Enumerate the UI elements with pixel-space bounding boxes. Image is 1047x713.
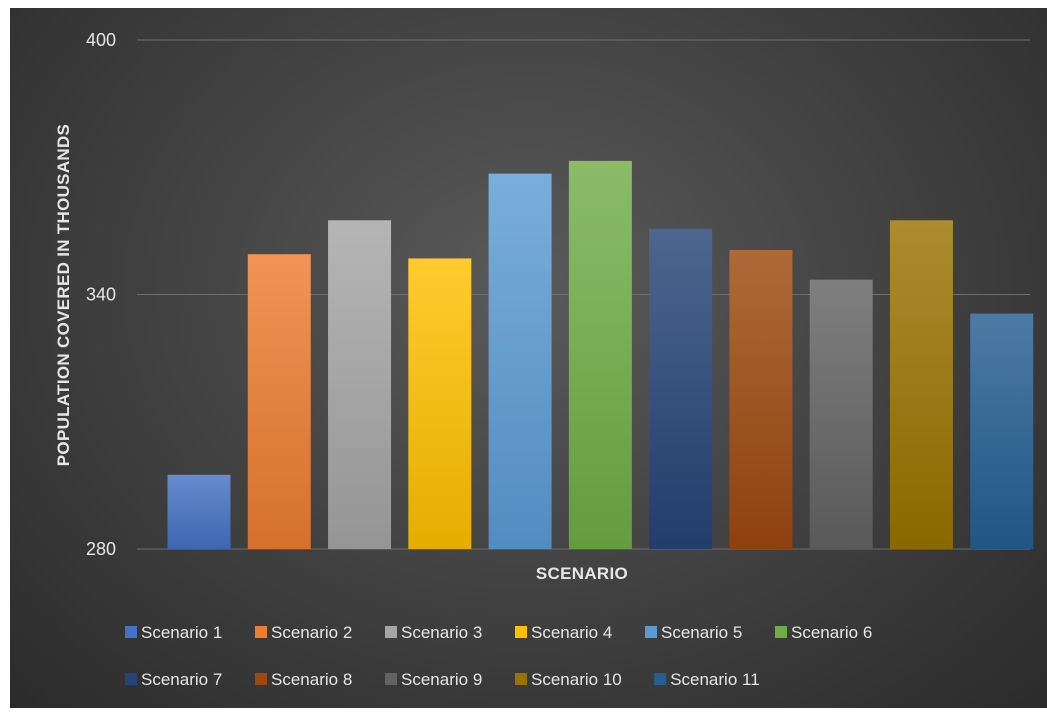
legend-item-scenario-2: Scenario 2	[255, 623, 352, 642]
legend-swatch	[125, 673, 137, 685]
y-tick-label: 340	[86, 285, 116, 305]
y-tick-label: 400	[86, 30, 116, 50]
legend-item-scenario-4: Scenario 4	[515, 623, 612, 642]
bar-scenario-3	[328, 220, 392, 550]
legend-swatch	[515, 626, 527, 638]
legend-label: Scenario 7	[141, 670, 222, 689]
legend-label: Scenario 11	[670, 670, 759, 689]
bar-scenario-2	[247, 254, 311, 549]
legend-item-scenario-5: Scenario 5	[645, 623, 742, 642]
legend-label: Scenario 5	[661, 623, 742, 642]
legend-swatch	[385, 626, 397, 638]
legend-swatch	[775, 626, 787, 638]
legend-label: Scenario 3	[401, 623, 482, 642]
legend-label: Scenario 9	[401, 670, 482, 689]
legend-item-scenario-8: Scenario 8	[255, 670, 352, 689]
y-axis-title: POPULATION COVERED IN THOUSANDS	[54, 124, 73, 466]
legend-label: Scenario 4	[531, 623, 612, 642]
bar-scenario-1	[167, 474, 231, 549]
legend-label: Scenario 10	[531, 670, 622, 689]
bar-scenario-8	[729, 249, 793, 549]
legend-item-scenario-9: Scenario 9	[385, 670, 482, 689]
legend-swatch	[645, 626, 657, 638]
bar-scenario-9	[809, 279, 873, 549]
bar-scenario-4	[408, 258, 472, 549]
legend-label: Scenario 1	[141, 623, 222, 642]
y-tick-label: 280	[86, 539, 116, 559]
bars	[167, 160, 1034, 550]
bar-scenario-5	[488, 173, 552, 550]
legend-swatch	[654, 673, 667, 685]
y-axis-ticks: 280 340 400	[86, 30, 116, 559]
legend-label: Scenario 8	[271, 670, 352, 689]
bar-scenario-11	[970, 313, 1034, 549]
legend-item-scenario-6: Scenario 6	[775, 623, 872, 642]
legend-item-scenario-11: Scenario 11	[654, 670, 760, 689]
bar-scenario-10	[889, 220, 953, 550]
legend-swatch	[255, 673, 267, 685]
legend-item-scenario-7: Scenario 7	[125, 670, 222, 689]
legend-item-scenario-3: Scenario 3	[385, 623, 482, 642]
legend-swatch	[125, 626, 137, 638]
legend-swatch	[385, 673, 397, 685]
legend-label: Scenario 2	[271, 623, 352, 642]
bar-scenario-7	[649, 228, 713, 550]
x-axis-title: SCENARIO	[536, 564, 628, 583]
bar-scenario-6	[568, 160, 632, 549]
legend-item-scenario-1: Scenario 1	[125, 623, 222, 642]
legend-swatch	[255, 626, 267, 638]
legend-swatch	[515, 673, 527, 685]
legend: Scenario 1 Scenario 2 Scenario 3 Scenario 4…	[125, 623, 872, 689]
legend-label: Scenario 6	[791, 623, 872, 642]
legend-item-scenario-10: Scenario 10	[515, 670, 622, 689]
